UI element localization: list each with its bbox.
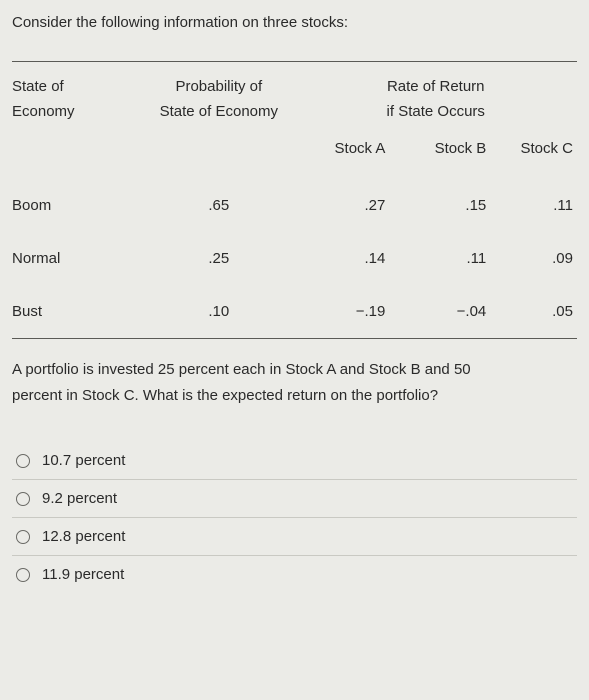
cell-prob: .10 xyxy=(143,285,294,339)
subhdr-blank-1 xyxy=(12,140,143,179)
answer-option[interactable]: 10.7 percent xyxy=(12,442,577,479)
radio-icon xyxy=(16,530,30,544)
question-page: Consider the following information on th… xyxy=(0,0,589,593)
radio-icon xyxy=(16,492,30,506)
cell-b: −.04 xyxy=(395,285,496,339)
hdr-state-1: State of xyxy=(12,62,143,96)
cell-state: Bust xyxy=(12,285,143,339)
table-row: Normal .25 .14 .11 .09 xyxy=(12,232,577,285)
radio-icon xyxy=(16,454,30,468)
question-line-1: A portfolio is invested 25 percent each … xyxy=(12,361,471,378)
cell-state: Boom xyxy=(12,179,143,232)
option-label: 9.2 percent xyxy=(42,490,117,507)
cell-a: .27 xyxy=(294,179,395,232)
option-label: 11.9 percent xyxy=(42,566,124,583)
option-label: 12.8 percent xyxy=(42,528,125,545)
stocks-table: State of Probability of Rate of Return E… xyxy=(12,61,577,339)
answer-option[interactable]: 11.9 percent xyxy=(12,555,577,593)
subhdr-stock-a: Stock A xyxy=(294,140,395,179)
cell-a: .14 xyxy=(294,232,395,285)
hdr-prob-2: State of Economy xyxy=(143,95,294,140)
cell-c: .09 xyxy=(496,232,577,285)
table-row: Bust .10 −.19 −.04 .05 xyxy=(12,285,577,339)
cell-c: .05 xyxy=(496,285,577,339)
hdr-rate-1: Rate of Return xyxy=(294,62,577,96)
radio-icon xyxy=(16,568,30,582)
subhdr-stock-c: Stock C xyxy=(496,140,577,179)
cell-c: .11 xyxy=(496,179,577,232)
table-row: Boom .65 .27 .15 .11 xyxy=(12,179,577,232)
answer-option[interactable]: 9.2 percent xyxy=(12,479,577,517)
cell-a: −.19 xyxy=(294,285,395,339)
option-label: 10.7 percent xyxy=(42,452,125,469)
cell-b: .15 xyxy=(395,179,496,232)
answer-options: 10.7 percent 9.2 percent 12.8 percent 11… xyxy=(12,442,577,593)
question-line-2: percent in Stock C. What is the expected… xyxy=(12,387,438,404)
hdr-state-2: Economy xyxy=(12,95,143,140)
subhdr-stock-b: Stock B xyxy=(395,140,496,179)
hdr-rate-2: if State Occurs xyxy=(294,95,577,140)
cell-prob: .65 xyxy=(143,179,294,232)
question-text: A portfolio is invested 25 percent each … xyxy=(12,357,577,408)
subhdr-blank-2 xyxy=(143,140,294,179)
cell-prob: .25 xyxy=(143,232,294,285)
cell-state: Normal xyxy=(12,232,143,285)
hdr-prob-1: Probability of xyxy=(143,62,294,96)
answer-option[interactable]: 12.8 percent xyxy=(12,517,577,555)
prompt-text: Consider the following information on th… xyxy=(12,14,577,31)
cell-b: .11 xyxy=(395,232,496,285)
